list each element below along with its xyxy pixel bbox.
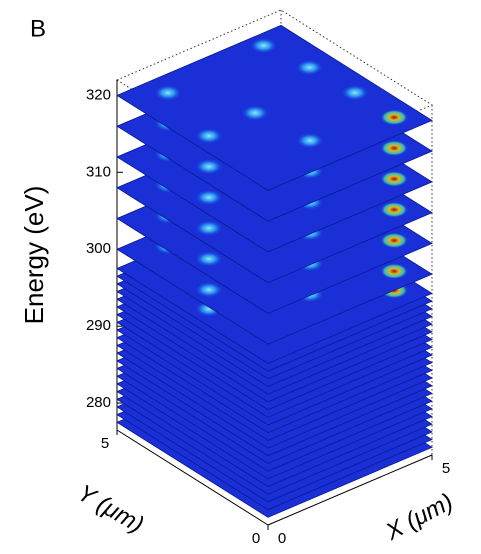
intensity-spot [380,232,408,248]
z-tick-label: 290 [86,317,111,334]
intensity-spot [380,202,408,218]
intensity-spot [380,263,408,279]
intensity-spot [380,140,408,156]
z-tick-label: 280 [86,394,111,411]
x-axis-label: X (μm) [381,488,458,546]
z-tick-label: 310 [86,163,111,180]
z-axis-label: Energy (eV) [19,186,49,325]
intensity-spot [296,133,324,149]
y-tick-label: 0 [252,530,260,547]
intensity-spot [195,251,223,267]
y-tick-label: 5 [101,435,109,452]
intensity-spot [195,159,223,175]
intensity-spot [380,109,408,125]
x-tick-label: 5 [442,460,450,477]
intensity-spot [250,38,278,54]
x-tick-label: 0 [278,530,286,547]
intensity-spot [195,128,223,144]
intensity-spot [380,171,408,187]
intensity-spot [195,189,223,205]
intensity-spot [195,282,223,298]
intensity-spot [195,220,223,236]
intensity-spot [241,105,269,121]
panel-label: B [30,15,46,42]
intensity-spot [341,85,369,101]
z-tick-label: 300 [86,240,111,257]
intensity-spot [154,85,182,101]
y-axis-label: Y (μm) [73,479,148,538]
z-tick-label: 320 [86,86,111,103]
chart: B Energy (eV) Y (μm) X (μm) 280 290 300 310… [0,0,481,554]
intensity-spot [295,59,323,75]
